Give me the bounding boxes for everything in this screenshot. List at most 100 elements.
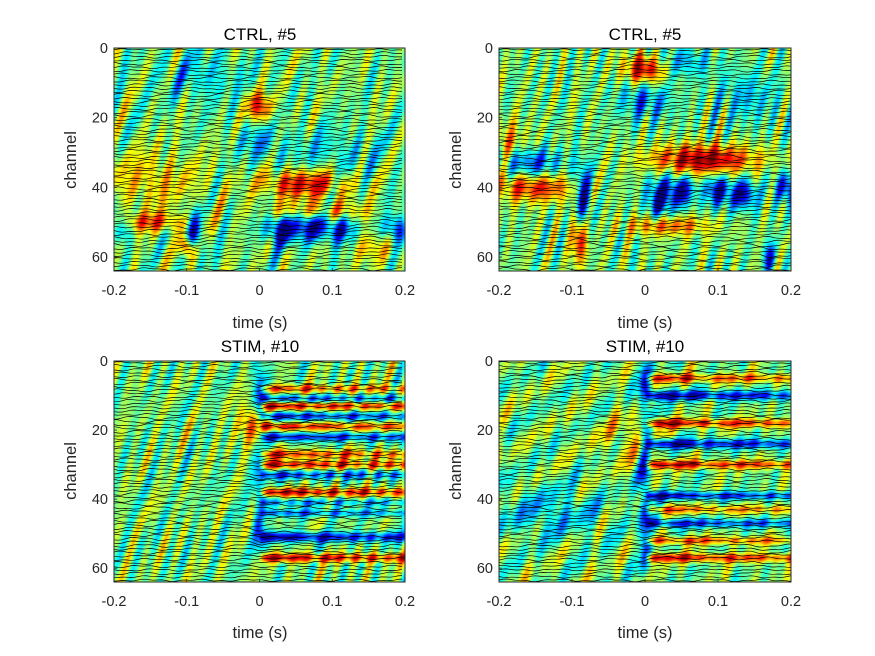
channel-trace — [498, 58, 792, 63]
channel-trace — [498, 405, 792, 410]
channel-trace — [113, 522, 403, 528]
channel-trace — [113, 169, 403, 174]
channel-trace — [498, 144, 792, 150]
channel-trace — [113, 48, 403, 52]
channel-trace — [113, 433, 403, 439]
channel-trace — [113, 121, 403, 125]
channel-trace — [113, 175, 403, 181]
channel-trace — [498, 165, 792, 171]
x-tick-label: 0 — [641, 283, 649, 299]
channel-trace — [498, 211, 792, 216]
channel-trace — [113, 384, 403, 389]
x-tick-label: 0.2 — [395, 283, 415, 299]
channel-trace — [113, 215, 403, 219]
channel-trace — [498, 61, 792, 66]
channel-trace — [113, 536, 403, 543]
channel-trace — [113, 159, 403, 164]
channel-trace — [113, 131, 403, 136]
channel-trace — [113, 478, 403, 483]
x-tick-label: 0.1 — [322, 283, 342, 299]
channel-trace — [114, 444, 403, 448]
channel-trace — [113, 502, 403, 507]
channel-trace — [498, 103, 792, 109]
channel-trace — [498, 463, 792, 468]
channel-trace — [498, 398, 792, 404]
channel-trace — [113, 79, 402, 84]
channel-trace — [113, 97, 403, 101]
channel-trace — [498, 197, 792, 203]
channel-trace — [498, 161, 792, 168]
channel-trace — [113, 166, 403, 170]
channel-trace — [498, 388, 792, 393]
channel-trace — [498, 471, 792, 476]
y-tick-label: 60 — [92, 250, 108, 266]
channel-trace — [499, 533, 792, 539]
channel-trace — [113, 512, 403, 518]
channel-trace — [114, 148, 403, 154]
channel-trace — [113, 228, 403, 235]
channel-trace — [498, 499, 792, 503]
axis-ticks: -0.2 -0.1 0 0.1 0.2 0 20 40 60 — [92, 354, 415, 610]
channel-trace — [113, 204, 403, 208]
channel-trace — [498, 75, 792, 80]
channel-trace — [113, 429, 403, 434]
channel-trace — [113, 218, 403, 224]
channel-trace — [498, 169, 792, 174]
channel-trace — [498, 48, 792, 52]
channel-trace — [113, 409, 403, 414]
waveform-traces — [113, 48, 403, 272]
channel-trace — [498, 205, 792, 210]
channel-trace — [113, 361, 403, 365]
channel-trace — [113, 459, 403, 465]
channel-trace — [113, 412, 403, 418]
x-tick-label: 0.2 — [781, 283, 801, 299]
channel-trace — [113, 162, 403, 167]
channel-trace — [498, 409, 792, 413]
channel-trace — [498, 182, 792, 189]
subplot-title: STIM, #10 — [606, 337, 684, 356]
channel-trace — [498, 436, 792, 442]
y-axis-label: channel — [62, 442, 80, 500]
channel-trace — [113, 495, 403, 500]
channel-trace — [113, 182, 403, 187]
channel-trace — [113, 533, 403, 539]
y-tick-label: 60 — [477, 250, 493, 266]
channel-trace — [498, 395, 792, 401]
channel-trace — [498, 89, 792, 95]
channel-trace — [498, 526, 792, 532]
channel-trace — [113, 367, 403, 372]
channel-trace — [498, 421, 792, 427]
channel-trace — [498, 475, 792, 479]
channel-trace — [113, 211, 403, 215]
channel-trace — [113, 245, 403, 251]
channel-trace — [498, 478, 792, 483]
channel-trace — [113, 225, 403, 231]
y-tick-label: 40 — [92, 492, 108, 508]
subplot-top-right: CTRL, #5 -0.2 -0.1 0 0.1 0.2 0 20 40 60 time (s)… — [447, 25, 801, 332]
channel-trace — [499, 120, 792, 126]
axis-ticks: -0.2 -0.1 0 0.1 0.2 0 20 40 60 — [477, 41, 801, 299]
channel-trace — [113, 110, 403, 115]
channel-trace — [113, 374, 403, 379]
channel-trace — [498, 228, 792, 233]
channel-trace — [113, 103, 403, 107]
channel-trace — [498, 575, 792, 579]
y-tick-label: 20 — [92, 423, 108, 439]
channel-trace — [113, 564, 403, 569]
channel-trace — [498, 147, 791, 154]
y-tick-label: 0 — [100, 41, 108, 57]
channel-trace — [113, 82, 403, 87]
x-tick-label: -0.1 — [560, 594, 585, 610]
channel-trace — [113, 440, 403, 445]
channel-trace — [498, 238, 792, 244]
channel-trace — [498, 433, 792, 437]
channel-trace — [498, 543, 792, 548]
channel-trace — [498, 482, 791, 487]
channel-trace — [113, 193, 403, 198]
y-tick-label: 0 — [485, 41, 493, 57]
channel-trace — [113, 124, 403, 129]
channel-trace — [498, 450, 792, 455]
channel-trace — [498, 117, 791, 122]
channel-trace — [498, 492, 792, 498]
channel-trace — [113, 550, 403, 555]
